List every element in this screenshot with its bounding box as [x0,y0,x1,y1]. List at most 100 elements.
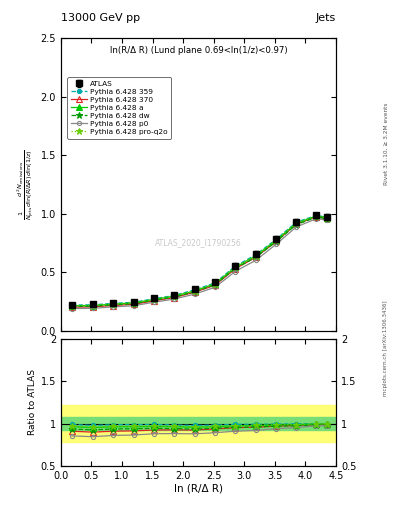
Pythia 6.428 pro-q2o [274,237,279,243]
Pythia 6.428 dw [70,304,74,310]
Pythia 6.428 dw [90,303,95,309]
Pythia 6.428 pro-q2o [253,252,258,259]
Pythia 6.428 p0 [110,304,115,310]
Pythia 6.428 359 [213,280,217,286]
Line: Pythia 6.428 dw: Pythia 6.428 dw [68,214,331,310]
Pythia 6.428 370 [274,239,279,245]
Pythia 6.428 dw [151,297,156,303]
Pythia 6.428 pro-q2o [325,215,329,221]
Line: Pythia 6.428 359: Pythia 6.428 359 [70,214,329,307]
Pythia 6.428 p0 [294,224,299,230]
Pythia 6.428 359 [151,295,156,302]
Pythia 6.428 370 [325,215,329,221]
Pythia 6.428 359 [70,302,74,308]
Pythia 6.428 pro-q2o [233,264,237,270]
Bar [61,417,336,431]
Pythia 6.428 pro-q2o [110,301,115,307]
Pythia 6.428 370 [253,254,258,260]
Pythia 6.428 dw [233,266,237,272]
Pythia 6.428 pro-q2o [193,288,197,294]
Line: Pythia 6.428 a: Pythia 6.428 a [69,213,330,309]
Pythia 6.428 pro-q2o [151,296,156,303]
Text: ATLAS_2020_I1790256: ATLAS_2020_I1790256 [155,239,242,247]
Pythia 6.428 p0 [193,291,197,297]
Pythia 6.428 a [294,220,299,226]
Line: Pythia 6.428 pro-q2o: Pythia 6.428 pro-q2o [68,212,331,309]
Pythia 6.428 a [233,264,237,270]
Pythia 6.428 p0 [131,303,136,309]
Pythia 6.428 370 [151,298,156,304]
Line: Pythia 6.428 370: Pythia 6.428 370 [69,214,330,310]
Pythia 6.428 dw [193,289,197,295]
Pythia 6.428 dw [172,294,176,300]
Pythia 6.428 a [314,213,319,219]
Pythia 6.428 dw [110,302,115,308]
Pythia 6.428 dw [131,301,136,307]
Pythia 6.428 a [110,301,115,307]
Pythia 6.428 a [70,303,74,309]
Pythia 6.428 a [90,303,95,309]
Text: ln(R/Δ R) (Lund plane 0.69<ln(1/z)<0.97): ln(R/Δ R) (Lund plane 0.69<ln(1/z)<0.97) [110,46,287,55]
Text: mcplots.cern.ch [arXiv:1306.3436]: mcplots.cern.ch [arXiv:1306.3436] [384,301,388,396]
Pythia 6.428 a [213,281,217,287]
Pythia 6.428 a [253,252,258,259]
Pythia 6.428 p0 [233,268,237,274]
Pythia 6.428 p0 [70,306,74,312]
Pythia 6.428 370 [131,301,136,307]
Pythia 6.428 359 [294,219,299,225]
Pythia 6.428 pro-q2o [131,300,136,306]
Pythia 6.428 370 [193,289,197,295]
Pythia 6.428 dw [325,216,329,222]
Pythia 6.428 p0 [172,296,176,302]
Pythia 6.428 p0 [253,257,258,263]
Pythia 6.428 359 [110,301,115,307]
Pythia 6.428 359 [90,302,95,308]
Pythia 6.428 dw [294,222,299,228]
Pythia 6.428 359 [274,237,279,243]
Text: 13000 GeV pp: 13000 GeV pp [61,13,140,23]
Pythia 6.428 p0 [274,241,279,247]
Pythia 6.428 pro-q2o [172,293,176,299]
Pythia 6.428 359 [172,292,176,298]
Pythia 6.428 370 [172,294,176,301]
Pythia 6.428 359 [314,212,319,219]
Pythia 6.428 370 [314,214,319,220]
Pythia 6.428 359 [233,263,237,269]
Pythia 6.428 370 [70,304,74,310]
Pythia 6.428 p0 [213,284,217,290]
Pythia 6.428 370 [233,266,237,272]
Pythia 6.428 370 [90,304,95,310]
Pythia 6.428 359 [253,251,258,258]
Pythia 6.428 a [151,296,156,303]
Legend: ATLAS, Pythia 6.428 359, Pythia 6.428 370, Pythia 6.428 a, Pythia 6.428 dw, Pyth: ATLAS, Pythia 6.428 359, Pythia 6.428 37… [67,77,171,139]
Pythia 6.428 p0 [325,217,329,223]
Pythia 6.428 370 [294,221,299,227]
Pythia 6.428 359 [193,287,197,293]
Pythia 6.428 dw [314,214,319,220]
Y-axis label: $\frac{1}{N_{\rm jets}}\frac{d^2 N_{\rm emissions}}{d\ln(R/\Delta R)\,d\ln(1/z)}: $\frac{1}{N_{\rm jets}}\frac{d^2 N_{\rm … [16,149,37,220]
Pythia 6.428 a [325,215,329,221]
X-axis label: ln (R/Δ R): ln (R/Δ R) [174,483,223,494]
Pythia 6.428 a [131,300,136,306]
Pythia 6.428 dw [253,254,258,260]
Pythia 6.428 pro-q2o [90,302,95,308]
Pythia 6.428 p0 [90,305,95,311]
Pythia 6.428 pro-q2o [294,220,299,226]
Pythia 6.428 p0 [314,216,319,222]
Pythia 6.428 a [193,288,197,294]
Pythia 6.428 pro-q2o [213,281,217,287]
Bar [61,405,336,442]
Pythia 6.428 359 [131,299,136,305]
Pythia 6.428 p0 [151,299,156,305]
Pythia 6.428 dw [274,239,279,245]
Pythia 6.428 359 [325,214,329,220]
Pythia 6.428 370 [110,303,115,309]
Pythia 6.428 dw [213,282,217,288]
Y-axis label: Ratio to ATLAS: Ratio to ATLAS [28,370,37,435]
Pythia 6.428 a [172,293,176,299]
Pythia 6.428 pro-q2o [70,303,74,309]
Text: Jets: Jets [316,13,336,23]
Pythia 6.428 a [274,237,279,243]
Text: Rivet 3.1.10, ≥ 3.2M events: Rivet 3.1.10, ≥ 3.2M events [384,102,388,185]
Pythia 6.428 pro-q2o [314,213,319,219]
